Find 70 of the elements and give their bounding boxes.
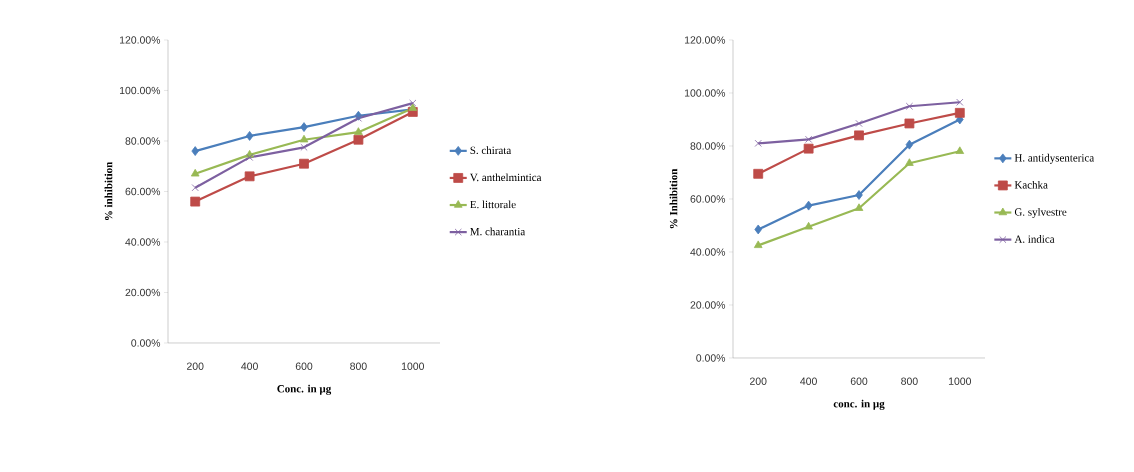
y-tick-label: 60.00%: [125, 187, 161, 196]
point: [300, 143, 308, 151]
point: [245, 131, 254, 141]
point: [354, 114, 362, 122]
point: [244, 171, 255, 182]
x-tick-label: 400: [800, 377, 817, 385]
y-axis-title: % Inhibition: [669, 168, 678, 229]
y-tick-label: 20.00%: [125, 288, 161, 297]
legend-label: A. indica: [1014, 235, 1055, 243]
x-tick-label: 600: [295, 362, 313, 370]
point: [855, 190, 863, 200]
point: [408, 103, 418, 111]
point: [855, 119, 863, 128]
x-tick-label: 600: [850, 377, 868, 385]
y-tick-label: 60.00%: [690, 195, 726, 203]
legend-label: Kachka: [1014, 180, 1048, 189]
point: [854, 203, 864, 211]
legend-label: H. antidysenterica: [1014, 153, 1095, 164]
y-tick-label: 40.00%: [690, 248, 726, 256]
y-axis-title: % inhibition: [104, 161, 113, 221]
point: [299, 134, 309, 143]
point: [803, 143, 814, 154]
y-tick-label: 80.00%: [125, 137, 161, 145]
point: [190, 196, 201, 207]
point: [854, 130, 864, 141]
point: [905, 158, 914, 166]
point: [191, 184, 199, 192]
y-tick-label: 100.00%: [119, 86, 161, 95]
point: [754, 139, 762, 147]
point: [299, 158, 309, 169]
point: [190, 168, 200, 177]
x-tick-label: 200: [187, 362, 204, 370]
point: [300, 122, 308, 132]
point: [954, 107, 965, 118]
point: [353, 134, 364, 145]
point: [905, 139, 914, 150]
point: [904, 118, 915, 129]
y-tick-label: 0.00%: [131, 339, 161, 347]
point: [805, 135, 813, 143]
x-tick-label: 200: [750, 377, 767, 385]
point: [753, 240, 763, 248]
x-tick-label: 1000: [948, 377, 972, 385]
point: [804, 200, 813, 211]
y-tick-label: 0.00%: [696, 354, 726, 362]
point: [753, 168, 764, 179]
x-tick-label: 400: [241, 362, 258, 370]
point: [905, 102, 913, 110]
x-tick-label: 1000: [401, 362, 425, 370]
y-tick-label: 100.00%: [684, 89, 726, 97]
x-tick-label: 800: [350, 362, 367, 370]
x-axis-title: conc. in µg: [833, 399, 885, 410]
y-tick-label: 20.00%: [690, 301, 726, 309]
legend-label: M. charantia: [470, 227, 526, 236]
y-tick-label: 80.00%: [690, 142, 726, 150]
point: [354, 127, 363, 135]
point: [955, 146, 965, 154]
x-tick-label: 800: [901, 377, 918, 385]
point: [409, 99, 417, 107]
point: [804, 221, 813, 230]
point: [191, 146, 199, 156]
point: [956, 98, 964, 106]
y-tick-label: 40.00%: [125, 238, 161, 246]
y-tick-label: 120.00%: [684, 36, 726, 44]
legend-label: V. anthelmintica: [469, 173, 542, 182]
point: [754, 224, 762, 235]
legend-label: E. littorale: [470, 200, 516, 209]
legend-label: S. chirata: [470, 146, 512, 155]
y-tick-label: 120.00%: [119, 36, 161, 44]
legend-label: G. sylvestre: [1014, 207, 1067, 218]
x-axis-title: Conc. in µg: [277, 384, 332, 395]
